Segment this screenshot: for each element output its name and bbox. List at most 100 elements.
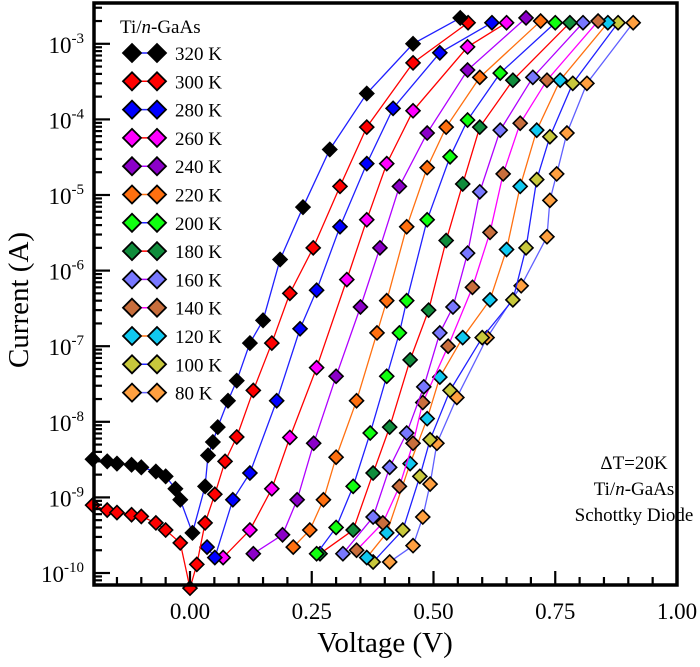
data-point	[331, 178, 349, 195]
y-tick-label: 10-3	[49, 31, 85, 58]
data-point	[263, 480, 280, 497]
data-point	[564, 75, 581, 92]
legend-item: 160 K	[121, 269, 222, 291]
data-point	[281, 429, 298, 446]
legend-item: 100 K	[121, 354, 222, 376]
legend-marker	[146, 127, 168, 149]
data-point	[404, 102, 422, 119]
data-point	[481, 291, 499, 309]
annotation-line-1: ΔT=20K	[600, 453, 668, 474]
legend-marker	[121, 297, 143, 318]
series-line	[206, 22, 493, 559]
data-point	[206, 486, 223, 503]
y-axis-label: Current (A)	[3, 232, 35, 368]
x-axis-label: Voltage (V)	[317, 627, 453, 659]
data-point	[459, 61, 476, 79]
legend-item: 140 K	[121, 297, 222, 320]
y-tick-label: 10-8	[49, 409, 85, 436]
data-point	[411, 468, 428, 485]
data-point	[398, 424, 415, 442]
data-point	[378, 155, 395, 172]
data-point	[308, 359, 325, 376]
annotation: ΔT=20K Ti/n-GaAs Schottky Diode	[575, 453, 694, 526]
data-point	[541, 128, 559, 145]
legend-marker	[146, 297, 168, 318]
legend-label: 220 K	[175, 186, 222, 207]
data-point	[391, 324, 408, 342]
data-point	[459, 38, 476, 56]
data-point	[188, 556, 205, 573]
legend-item: 120 K	[121, 325, 222, 348]
data-point	[578, 75, 596, 92]
legend-marker	[146, 71, 168, 92]
legend-marker	[146, 184, 168, 205]
data-point	[381, 553, 398, 571]
data-point	[441, 148, 459, 165]
data-point	[438, 232, 455, 249]
data-point	[327, 519, 345, 536]
data-point	[196, 514, 214, 532]
data-point	[364, 464, 382, 482]
y-tick-label: 10-4	[49, 106, 85, 133]
data-point	[305, 435, 322, 452]
data-point	[228, 428, 245, 446]
x-tick-label: 0.00	[170, 599, 210, 624]
series-line	[222, 22, 507, 559]
series-220k	[285, 12, 549, 556]
data-point	[348, 392, 365, 409]
data-point	[271, 251, 289, 268]
data-point	[504, 72, 522, 89]
data-point	[404, 35, 422, 52]
legend-label: 240 K	[175, 157, 222, 178]
axis-ticks: 0.00 0.25 0.50 0.75 1.00 10-10 10-9 10-8 10-7 10-…	[41, 6, 697, 624]
x-tick-label: 1.00	[657, 599, 697, 624]
data-point	[471, 119, 488, 136]
data-point	[492, 64, 509, 82]
data-point	[495, 165, 512, 183]
legend-item: 320 K	[121, 42, 222, 65]
data-point	[362, 424, 379, 442]
data-point	[561, 14, 578, 31]
data-point	[331, 218, 349, 235]
y-tick-label: 10-7	[49, 333, 85, 360]
data-point	[404, 435, 422, 452]
legend-label: 320 K	[175, 44, 222, 65]
legend-label: 120 K	[175, 327, 222, 348]
legend-label: 300 K	[175, 72, 222, 93]
data-point	[414, 394, 431, 411]
legend-marker	[146, 382, 168, 403]
data-point	[398, 218, 415, 235]
legend-marker	[121, 99, 143, 120]
data-point	[245, 382, 262, 399]
legend-marker	[146, 212, 168, 234]
legend-marker	[121, 71, 143, 92]
legend-label: 180 K	[175, 242, 222, 263]
legend-item: 200 K	[121, 212, 222, 235]
legend-marker	[121, 42, 143, 64]
legend-marker	[121, 212, 143, 234]
series-260k	[214, 14, 515, 566]
data-point	[459, 111, 476, 129]
annotation-line-3: Schottky Diode	[575, 505, 694, 526]
data-point	[334, 545, 352, 562]
data-point	[420, 301, 437, 319]
data-point	[204, 433, 222, 451]
data-point	[167, 480, 184, 497]
legend-marker	[146, 155, 168, 177]
data-point	[241, 521, 259, 539]
data-point	[439, 338, 457, 355]
legend-marker	[121, 354, 143, 375]
legend-marker	[121, 269, 143, 290]
x-tick-label: 0.75	[535, 599, 575, 624]
data-point	[123, 456, 140, 473]
legend-marker	[146, 269, 168, 290]
legend-marker	[121, 155, 143, 177]
legend-item: 80 K	[121, 382, 213, 405]
series-layer	[84, 9, 642, 597]
data-point	[391, 478, 408, 495]
legend-marker	[146, 99, 168, 120]
data-point	[374, 514, 391, 532]
data-point	[438, 119, 455, 136]
data-point	[421, 475, 439, 493]
